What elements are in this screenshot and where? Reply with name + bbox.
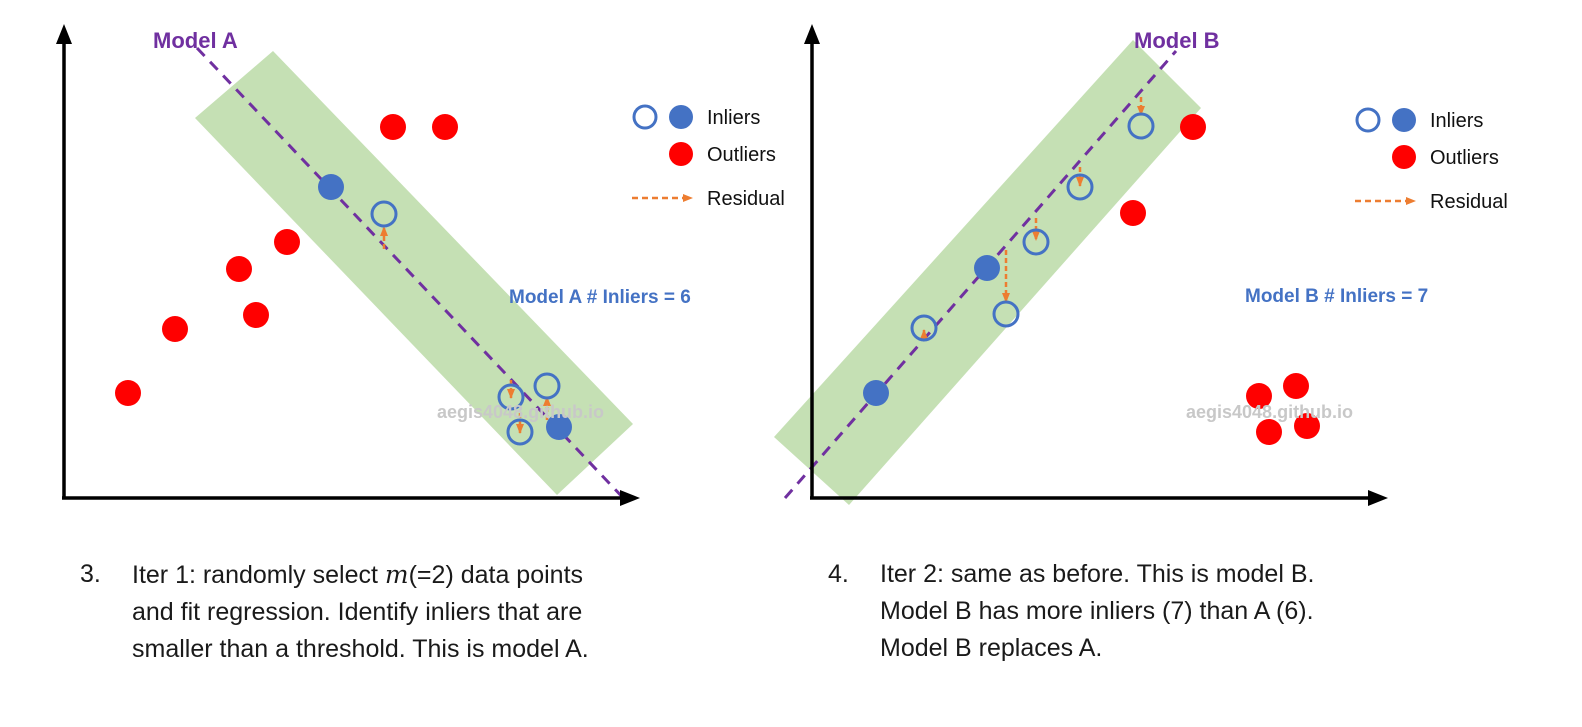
panel-model-a: Model A Model A # Inliers = 6 aegis4048.… (56, 24, 785, 506)
inlier-point (497, 383, 525, 411)
caption-line: Model B replaces A. (880, 634, 1103, 662)
outlier-point (1246, 383, 1272, 409)
y-axis-arrow-icon (804, 24, 820, 44)
legend-residual-label: Residual (707, 188, 785, 210)
legend: Inliers Outliers Residual (1355, 107, 1508, 213)
caption-math-m: m (384, 560, 409, 589)
watermark: aegis4048.github.io (1186, 402, 1353, 422)
caption-text: (=2) data points (408, 561, 584, 589)
outlier-point (1180, 114, 1206, 140)
selected-inlier-point (863, 380, 889, 406)
model-b-inlier-count: Model B # Inliers = 7 (1245, 286, 1428, 307)
caption-line: smaller than a threshold. This is model … (132, 635, 589, 663)
inlier-point (506, 418, 534, 446)
legend-outlier-icon (669, 142, 693, 166)
outlier-point (1283, 373, 1309, 399)
model-b-title: Model B (1134, 28, 1220, 53)
outlier-point (115, 380, 141, 406)
caption-number: 4. (828, 560, 849, 588)
selected-inlier-point (974, 255, 1000, 281)
outlier-point (1120, 200, 1146, 226)
inlier-point (370, 200, 398, 228)
legend-outliers-label: Outliers (707, 144, 776, 166)
inlier-point (992, 300, 1020, 328)
legend-outliers-label: Outliers (1430, 147, 1499, 169)
outlier-point (1294, 413, 1320, 439)
caption-line: and fit regression. Identify inliers tha… (132, 598, 583, 626)
inlier-point (1066, 173, 1094, 201)
outlier-point (226, 256, 252, 282)
selected-inlier-point (318, 174, 344, 200)
x-axis-arrow-icon (620, 490, 640, 506)
caption-line: Iter 2: same as before. This is model B. (880, 560, 1315, 588)
caption-line: Model B has more inliers (7) than A (6). (880, 597, 1314, 625)
legend-residual-label: Residual (1430, 191, 1508, 213)
legend-hollow-inlier-icon (632, 104, 658, 130)
caption-text: Iter 1: randomly select (132, 561, 385, 589)
legend-filled-inlier-icon (1392, 108, 1416, 132)
legend-inliers-label: Inliers (707, 107, 760, 129)
model-a-title: Model A (153, 28, 238, 53)
caption-line: Iter 1: randomly select m(=2) data point… (132, 556, 589, 594)
selected-inlier-point (546, 414, 572, 440)
outlier-point (243, 302, 269, 328)
panel-model-b: Model B Model B # Inliers = 7 aegis4048.… (774, 24, 1508, 506)
caption-step-3: 3. Iter 1: randomly select m(=2) data po… (80, 556, 720, 676)
outlier-point (274, 229, 300, 255)
inlier-point (1127, 112, 1155, 140)
watermark: aegis4048.github.io (437, 402, 604, 422)
legend-inliers-label: Inliers (1430, 110, 1483, 132)
caption-number: 3. (80, 560, 101, 588)
y-axis-arrow-icon (56, 24, 72, 44)
legend-outlier-icon (1392, 145, 1416, 169)
x-axis-arrow-icon (1368, 490, 1388, 506)
inlier-point (1022, 228, 1050, 256)
caption-step-4: 4. Iter 2: same as before. This is model… (828, 556, 1468, 676)
inlier-point (533, 372, 561, 400)
legend: Inliers Outliers Residual (632, 104, 785, 210)
outlier-point (432, 114, 458, 140)
outlier-point (380, 114, 406, 140)
model-a-inlier-count: Model A # Inliers = 6 (509, 287, 691, 308)
legend-filled-inlier-icon (669, 105, 693, 129)
inlier-point (910, 314, 938, 342)
outlier-point (1256, 419, 1282, 445)
model-b-fit-line (783, 50, 1178, 499)
outlier-point (162, 316, 188, 342)
legend-hollow-inlier-icon (1355, 107, 1381, 133)
